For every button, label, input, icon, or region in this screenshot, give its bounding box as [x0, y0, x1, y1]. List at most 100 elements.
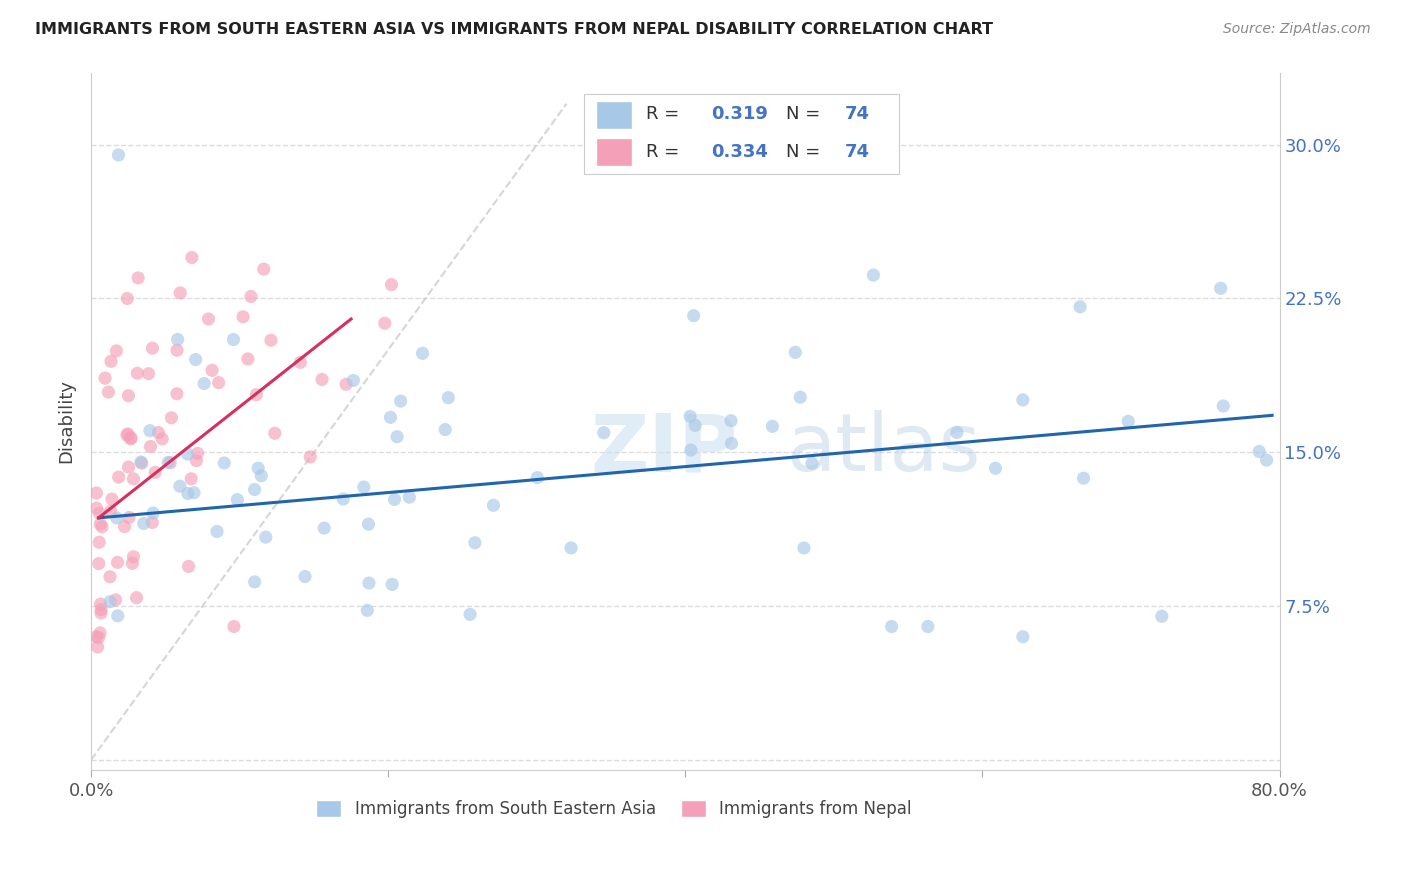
Point	[177, 486, 200, 500]
Point	[197, 312, 219, 326]
Point	[150, 432, 173, 446]
Point	[143, 466, 166, 480]
Point	[247, 461, 270, 475]
Point	[880, 619, 903, 633]
Point	[201, 363, 224, 377]
Point	[789, 390, 811, 404]
Point	[1012, 630, 1035, 644]
Point	[117, 460, 139, 475]
Point	[342, 374, 364, 388]
Point	[131, 456, 153, 470]
Point	[290, 355, 312, 369]
Point	[89, 597, 111, 611]
Point	[374, 316, 396, 330]
Point	[86, 630, 108, 644]
Point	[243, 483, 266, 497]
Point	[385, 430, 408, 444]
Point	[89, 626, 111, 640]
Point	[946, 425, 969, 440]
Point	[148, 425, 170, 440]
Point	[86, 501, 108, 516]
Point	[180, 251, 202, 265]
Point	[294, 569, 316, 583]
Point	[98, 570, 121, 584]
Point	[127, 271, 149, 285]
Point	[226, 492, 249, 507]
Text: 74: 74	[845, 143, 869, 161]
Point	[236, 351, 259, 366]
Point	[100, 504, 122, 518]
Point	[157, 455, 180, 469]
Point	[380, 410, 402, 425]
Text: 74: 74	[845, 105, 869, 123]
Point	[89, 535, 111, 549]
Point	[205, 524, 228, 539]
Point	[801, 456, 824, 470]
Y-axis label: Disability: Disability	[58, 379, 75, 464]
Point	[169, 285, 191, 300]
Point	[121, 557, 143, 571]
Point	[353, 480, 375, 494]
FancyBboxPatch shape	[596, 137, 631, 166]
Point	[117, 292, 139, 306]
Point	[357, 517, 380, 532]
Text: Source: ZipAtlas.com: Source: ZipAtlas.com	[1223, 22, 1371, 37]
Point	[86, 486, 108, 500]
Point	[187, 446, 209, 460]
Point	[592, 425, 614, 440]
Point	[107, 470, 129, 484]
Point	[720, 436, 742, 450]
Point	[464, 535, 486, 549]
Point	[357, 576, 380, 591]
Text: N =: N =	[786, 143, 827, 161]
Text: R =: R =	[647, 105, 685, 123]
Point	[253, 262, 276, 277]
Point	[139, 440, 162, 454]
Point	[142, 506, 165, 520]
Point	[122, 472, 145, 486]
Point	[222, 333, 245, 347]
Point	[243, 574, 266, 589]
Point	[120, 432, 142, 446]
Point	[458, 607, 481, 622]
Point	[138, 367, 160, 381]
Point	[434, 423, 457, 437]
Point	[526, 470, 548, 484]
Point	[129, 455, 152, 469]
Point	[1209, 281, 1232, 295]
Point	[1116, 414, 1139, 428]
Point	[761, 419, 783, 434]
Point	[100, 354, 122, 368]
Text: N =: N =	[786, 105, 827, 123]
Point	[86, 640, 108, 654]
Point	[208, 376, 231, 390]
Point	[120, 431, 142, 445]
Point	[89, 517, 111, 532]
Point	[679, 409, 702, 424]
Point	[1256, 453, 1278, 467]
Point	[679, 443, 702, 458]
Point	[212, 456, 235, 470]
Point	[141, 516, 163, 530]
Point	[122, 549, 145, 564]
Point	[97, 385, 120, 400]
Point	[720, 414, 742, 428]
Point	[1150, 609, 1173, 624]
Point	[222, 619, 245, 633]
Point	[1069, 300, 1091, 314]
Text: R =: R =	[647, 143, 685, 161]
Point	[107, 555, 129, 569]
Text: IMMIGRANTS FROM SOUTH EASTERN ASIA VS IMMIGRANTS FROM NEPAL DISABILITY CORRELATI: IMMIGRANTS FROM SOUTH EASTERN ASIA VS IM…	[35, 22, 993, 37]
Point	[141, 341, 163, 355]
Point	[437, 391, 460, 405]
Point	[1212, 399, 1234, 413]
Point	[89, 506, 111, 520]
Point	[186, 453, 208, 467]
Point	[139, 424, 162, 438]
Point	[412, 346, 434, 360]
Point	[159, 456, 181, 470]
Point	[114, 519, 136, 533]
Point	[862, 268, 884, 282]
Point	[232, 310, 254, 324]
Point	[166, 386, 188, 401]
